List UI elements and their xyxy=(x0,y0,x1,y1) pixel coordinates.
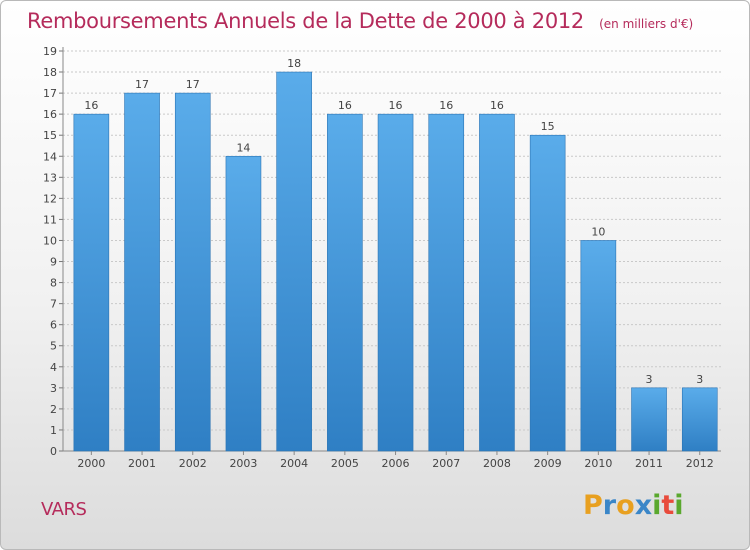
proxiti-logo: Proxiti xyxy=(583,490,684,521)
commune-name: VARS xyxy=(41,499,87,520)
x-tick-label: 2001 xyxy=(128,457,156,470)
y-tick-label: 14 xyxy=(43,150,57,163)
y-tick-label: 15 xyxy=(43,129,57,142)
x-tick-label: 2005 xyxy=(331,457,359,470)
y-tick-label: 0 xyxy=(50,445,57,458)
bar-2002 xyxy=(174,92,211,452)
data-label-2001: 17 xyxy=(135,78,149,91)
data-label-2002: 17 xyxy=(186,78,200,91)
bar-2007 xyxy=(428,113,465,452)
bar-2003 xyxy=(225,155,262,452)
bar-2001 xyxy=(124,92,160,452)
logo-letter: P xyxy=(583,490,603,521)
data-label-2006: 16 xyxy=(389,99,403,112)
data-label-2012: 3 xyxy=(696,373,703,386)
y-tick-label: 10 xyxy=(43,234,57,247)
x-tick-label: 2000 xyxy=(77,457,105,470)
bar-2006 xyxy=(377,113,414,452)
x-tick-label: 2010 xyxy=(584,457,612,470)
bar-2011 xyxy=(631,387,667,452)
y-tick-label: 18 xyxy=(43,66,57,79)
x-tick-label: 2006 xyxy=(382,457,410,470)
logo-letter: x xyxy=(634,490,653,521)
x-tick-label: 2011 xyxy=(635,457,663,470)
y-tick-label: 17 xyxy=(43,87,57,100)
data-label-2007: 16 xyxy=(439,99,453,112)
x-tick-label: 2009 xyxy=(534,457,562,470)
logo-letter: t xyxy=(661,490,675,521)
y-tick-label: 19 xyxy=(43,45,57,58)
title-row: Remboursements Annuels de la Dette de 20… xyxy=(27,9,693,33)
data-label-2009: 15 xyxy=(541,120,555,133)
logo-letter: i xyxy=(674,490,684,521)
logo-letter: o xyxy=(616,490,635,521)
y-tick-label: 4 xyxy=(50,361,57,374)
y-tick-label: 2 xyxy=(50,403,57,416)
logo-letter: r xyxy=(602,490,617,521)
y-tick-label: 13 xyxy=(43,171,57,184)
chart-unit: (en milliers d'€) xyxy=(599,17,694,31)
y-tick-label: 7 xyxy=(50,298,57,311)
y-tick-label: 1 xyxy=(50,424,57,437)
data-label-2003: 14 xyxy=(236,141,250,154)
bar-2008 xyxy=(479,113,515,452)
bar-2010 xyxy=(580,240,617,452)
x-tick-label: 2004 xyxy=(280,457,308,470)
y-tick-label: 9 xyxy=(50,256,57,269)
data-label-2010: 10 xyxy=(591,225,605,238)
x-tick-label: 2003 xyxy=(229,457,257,470)
bar-2004 xyxy=(276,71,312,452)
y-tick-label: 16 xyxy=(43,108,57,121)
y-tick-label: 6 xyxy=(50,319,57,332)
y-tick-label: 5 xyxy=(50,340,57,353)
data-label-2011: 3 xyxy=(646,373,653,386)
bar-2009 xyxy=(529,134,566,452)
y-tick-label: 12 xyxy=(43,192,57,205)
data-label-2005: 16 xyxy=(338,99,352,112)
bar-2000 xyxy=(73,113,110,452)
y-tick-label: 8 xyxy=(50,277,57,290)
chart-title: Remboursements Annuels de la Dette de 20… xyxy=(27,9,584,33)
x-tick-label: 2002 xyxy=(179,457,207,470)
data-label-2000: 16 xyxy=(84,99,98,112)
y-tick-label: 3 xyxy=(50,382,57,395)
data-label-2004: 18 xyxy=(287,57,301,70)
y-tick-label: 11 xyxy=(43,213,57,226)
x-tick-label: 2007 xyxy=(432,457,460,470)
x-tick-label: 2008 xyxy=(483,457,511,470)
data-label-2008: 16 xyxy=(490,99,504,112)
x-tick-label: 2012 xyxy=(686,457,714,470)
bar-2005 xyxy=(327,113,363,452)
bar-2012 xyxy=(681,387,718,452)
logo-letter: i xyxy=(652,490,662,521)
